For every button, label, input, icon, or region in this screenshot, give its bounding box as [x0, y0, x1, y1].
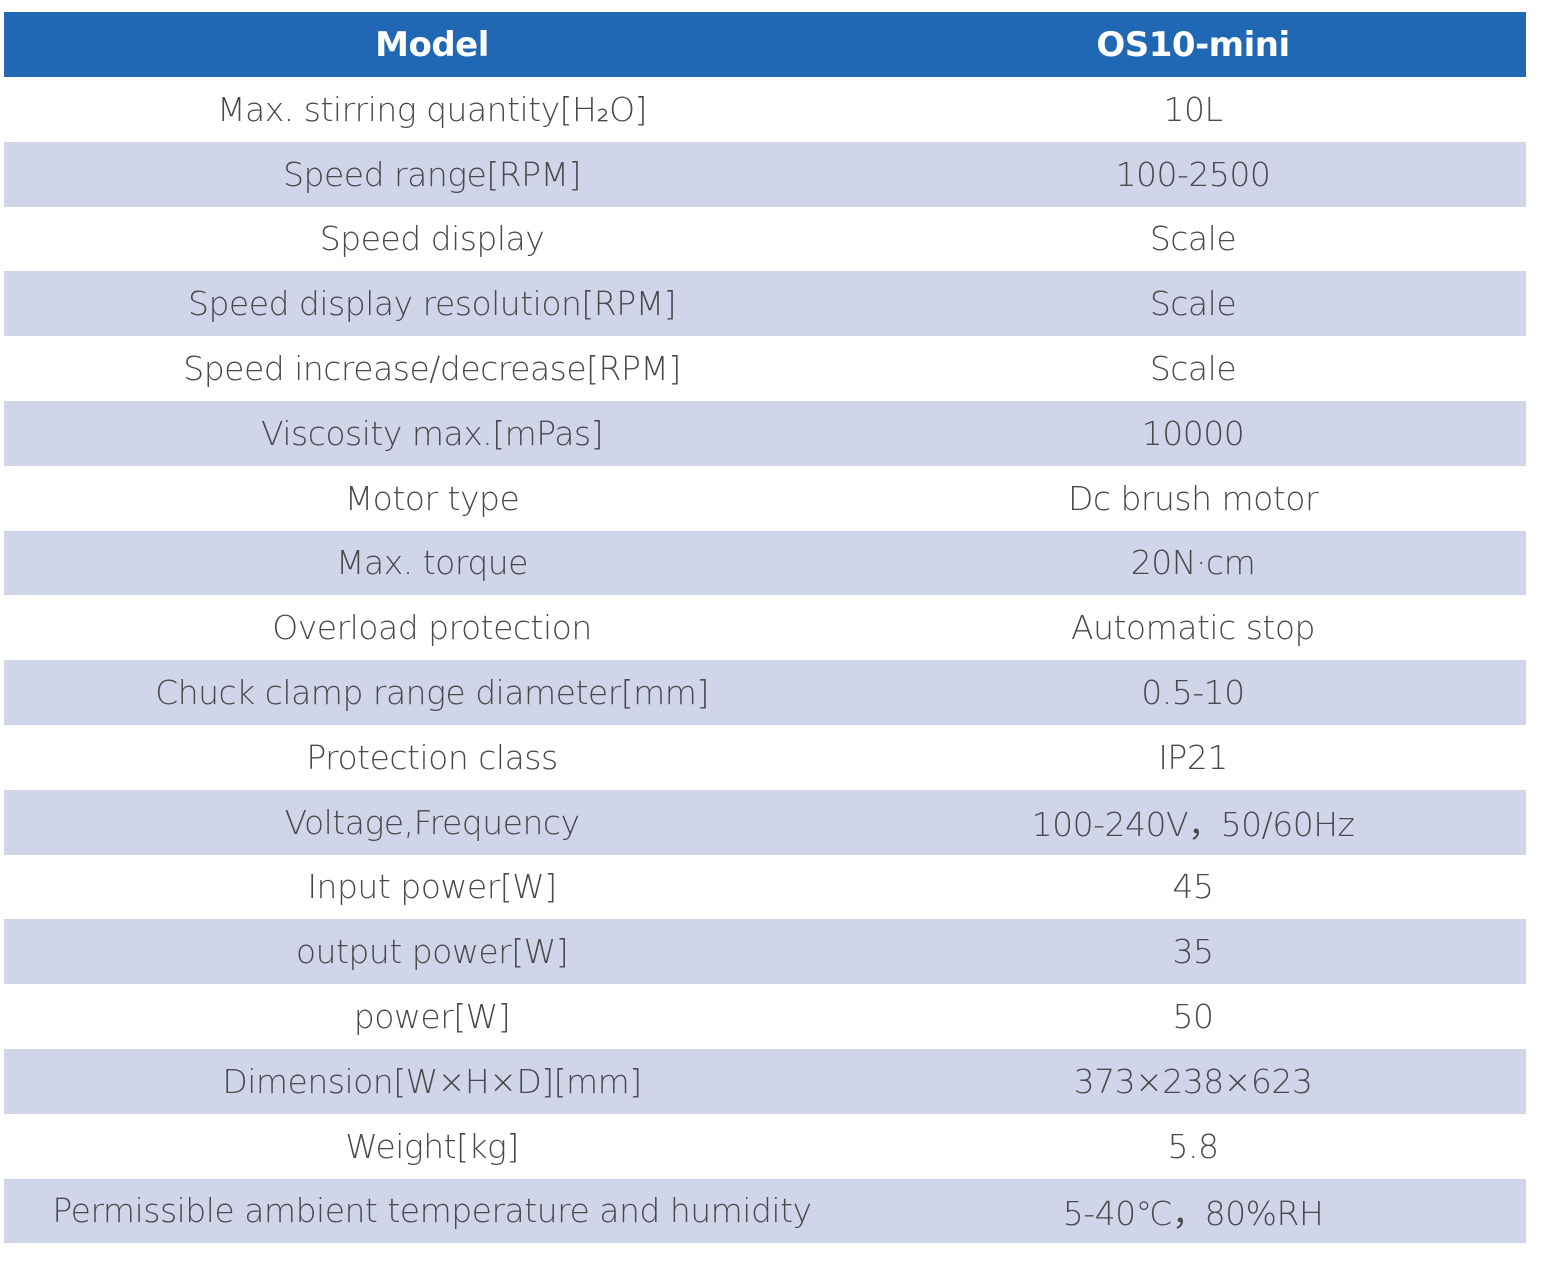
label-cell: Speed increase/decrease[RPM]	[183, 349, 681, 389]
value-cell: 20N·cm	[1130, 543, 1256, 583]
value-cell: 0.5-10	[1141, 673, 1245, 713]
table-row: Speed range[RPM] 100-2500	[4, 141, 1526, 207]
value-cell: 100-240V，50/60Hz	[1031, 805, 1355, 845]
table-row: output power[W] 35	[4, 919, 1526, 985]
table-row: Dimension[W×H×D][mm] 373×238×623	[4, 1048, 1526, 1114]
table-row: Speed display resolution[RPM] Scale	[4, 271, 1526, 337]
value-cell: Dc brush motor	[1067, 478, 1319, 518]
table-row: Speed display Scale	[4, 207, 1526, 272]
value-cell: Scale	[1149, 349, 1237, 389]
label-cell: Max. stirring quantity[H₂O]	[217, 89, 647, 129]
label-cell: Dimension[W×H×D][mm]	[222, 1061, 642, 1101]
label-cell: Protection class	[306, 737, 558, 777]
table-row: Speed increase/decrease[RPM] Scale	[4, 336, 1526, 401]
table-row: Motor type Dc brush motor	[4, 466, 1526, 531]
value-cell: Scale	[1149, 284, 1237, 324]
table-row: power[W] 50	[4, 984, 1526, 1049]
label-cell: Chuck clamp range diameter[mm]	[155, 673, 709, 713]
value-cell: 100-2500	[1115, 154, 1271, 194]
label-cell: output power[W]	[295, 932, 569, 972]
table-row: Max. torque 20N·cm	[4, 530, 1526, 596]
label-cell: Input power[W]	[307, 867, 557, 907]
value-cell: 5-40℃，80%RH	[1062, 1193, 1324, 1233]
label-cell: Voltage,Frequency	[284, 802, 580, 842]
value-cell: 5.8	[1167, 1126, 1219, 1166]
value-cell: 50	[1172, 997, 1215, 1037]
table-row: Chuck clamp range diameter[mm] 0.5-10	[4, 660, 1526, 725]
label-cell: power[W]	[353, 997, 511, 1037]
value-cell: Scale	[1149, 219, 1237, 259]
header-row: Model OS10-mini	[4, 12, 1526, 77]
label-cell: Speed range[RPM]	[283, 154, 581, 194]
label-cell: Overload protection	[272, 608, 592, 648]
label-cell: Motor type	[344, 478, 520, 518]
spec-table: Model OS10-mini Max. stirring quantity[H…	[4, 12, 1526, 1244]
value-cell: 35	[1172, 932, 1215, 972]
table-row: Weight[kg] 5.8	[4, 1114, 1526, 1179]
label-cell: Speed display	[319, 219, 545, 259]
label-cell: Viscosity max.[mPas]	[261, 413, 603, 453]
table-row: Overload protection Automatic stop	[4, 595, 1526, 660]
header-cell: Model	[375, 24, 489, 65]
table-row: Input power[W] 45	[4, 855, 1526, 920]
label-cell: Max. torque	[336, 543, 528, 583]
value-cell: 45	[1172, 867, 1215, 907]
label-cell: Permissible ambient temperature and humi…	[52, 1191, 812, 1231]
header-cell: OS10-mini	[1096, 24, 1290, 65]
value-cell: 10L	[1163, 89, 1223, 129]
table-row: Max. stirring quantity[H₂O] 10L	[4, 77, 1526, 142]
table-row: Voltage,Frequency 100-240V，50/60Hz	[4, 789, 1526, 855]
label-cell: Speed display resolution[RPM]	[188, 284, 676, 324]
table-row: Viscosity max.[mPas] 10000	[4, 400, 1526, 466]
table-row: Permissible ambient temperature and humi…	[4, 1178, 1526, 1244]
value-cell: 10000	[1141, 413, 1245, 453]
value-cell: Automatic stop	[1071, 608, 1316, 648]
value-cell: 373×238×623	[1073, 1061, 1313, 1101]
label-cell: Weight[kg]	[345, 1126, 519, 1166]
table-row: Protection class IP21	[4, 725, 1526, 790]
value-cell: IP21	[1158, 737, 1228, 777]
